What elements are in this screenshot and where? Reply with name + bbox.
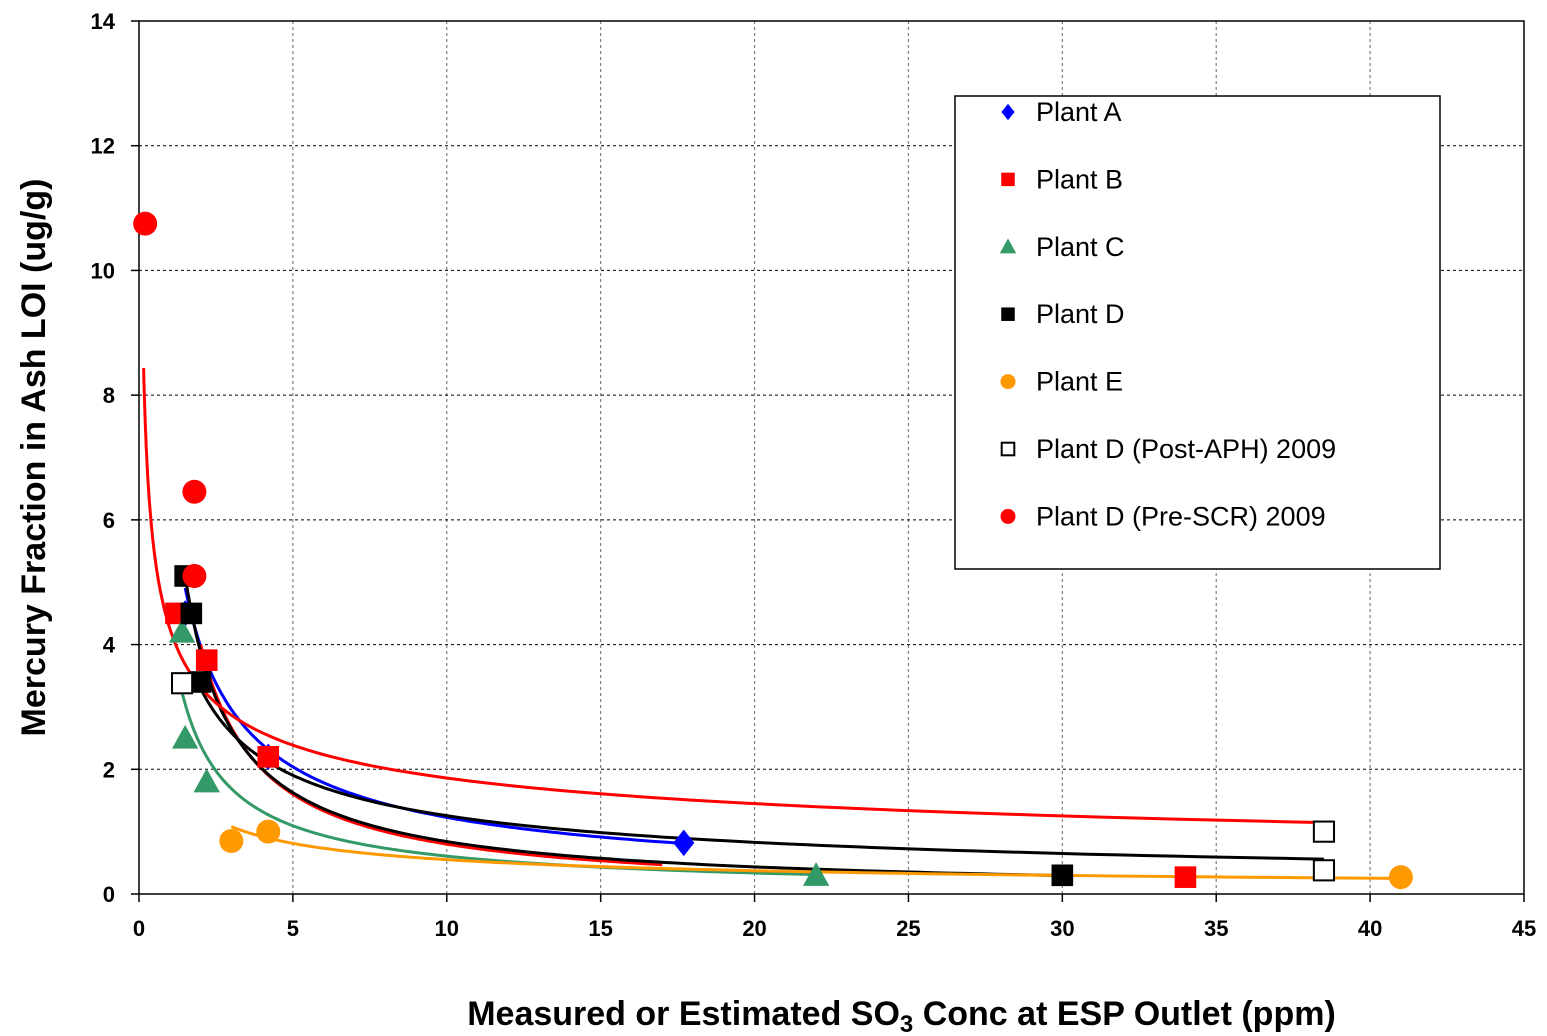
legend-label: Plant E [1036, 367, 1123, 397]
legend-entry: Plant D (Pre-SCR) 2009 [1000, 501, 1326, 531]
legend-marker [1000, 508, 1016, 524]
trend-line [142, 368, 1324, 825]
x-axis-title-part1: Measured or Estimated SO [467, 995, 900, 1033]
legend-label: Plant D (Post-APH) 2009 [1036, 434, 1336, 464]
y-axis-title: Mercury Fraction in Ash LOI (ug/g) [15, 179, 53, 737]
x-tick-label: 40 [1358, 916, 1382, 941]
data-point [171, 672, 194, 695]
y-tick-label: 0 [103, 882, 115, 907]
x-tick-label: 10 [435, 916, 459, 941]
y-tick-label: 4 [103, 633, 116, 658]
legend-label: Plant B [1036, 164, 1123, 194]
data-point [168, 618, 196, 643]
y-tick-label: 6 [103, 508, 115, 533]
data-point [1312, 820, 1336, 843]
legend-label: Plant D [1036, 299, 1125, 329]
trend-line [199, 687, 1324, 861]
x-axis-title: Measured or Estimated SO3 Conc at ESP Ou… [467, 995, 1336, 1036]
data-point [257, 746, 280, 768]
data-point [673, 829, 695, 857]
x-tick-label: 20 [742, 916, 766, 941]
data-point [1388, 865, 1413, 890]
legend-box [954, 95, 1441, 570]
data-point [1312, 859, 1336, 882]
legend-marker [1000, 441, 1016, 457]
y-tick-label: 2 [103, 757, 115, 782]
legend-label: Plant C [1036, 232, 1125, 262]
x-tick-label: 25 [896, 916, 920, 941]
trend-lines [142, 368, 1401, 880]
trend-line [183, 587, 684, 845]
x-axis-title-part2: Conc at ESP Outlet (ppm) [913, 995, 1336, 1033]
data-point [193, 768, 220, 793]
legend-label: Plant A [1036, 97, 1122, 127]
trend-line [183, 575, 1063, 877]
y-tick-label: 14 [91, 9, 116, 34]
y-tick-label: 10 [91, 258, 115, 283]
legend-marker [1001, 307, 1015, 321]
data-point [256, 819, 281, 844]
data-point [182, 479, 207, 504]
y-tick-label: 12 [91, 134, 115, 159]
legend-entry: Plant B [1001, 164, 1123, 194]
legend-marker [1001, 103, 1015, 121]
data-point [182, 563, 207, 588]
legend: Plant A Plant B Plant C Plant D Plant E Plant… [954, 95, 1441, 570]
x-tick-label: 15 [588, 916, 612, 941]
y-tick-label: 8 [103, 383, 115, 408]
x-tick-label: 45 [1512, 916, 1536, 941]
data-point [195, 649, 218, 671]
x-tick-label: 0 [133, 916, 145, 941]
legend-marker [1001, 172, 1015, 187]
x-tick-label: 5 [287, 916, 299, 941]
data-point [171, 724, 199, 749]
legend-label: Plant D (Pre-SCR) 2009 [1036, 501, 1326, 531]
legend-marker [999, 238, 1017, 254]
legend-entry: Plant E [1000, 367, 1123, 397]
legend-entry: Plant C [999, 232, 1125, 262]
legend-marker [1000, 374, 1016, 390]
x-tick-label: 35 [1204, 916, 1228, 941]
data-point [1174, 866, 1197, 888]
legend-entry: Plant D (Post-APH) 2009 [1000, 434, 1336, 464]
plot-area-frame [138, 20, 1525, 895]
data-markers [133, 211, 1413, 890]
legend-entry: Plant A [1001, 97, 1122, 127]
axis-ticks: 0 5 10 15 20 25 30 35 40 45 0 2 4 6 8 10 12 14 [91, 9, 1537, 941]
data-point [189, 671, 212, 693]
data-point [219, 828, 244, 853]
data-point [180, 602, 203, 625]
x-tick-label: 30 [1050, 916, 1074, 941]
legend-entry: Plant D [1001, 299, 1125, 329]
data-point [1051, 864, 1074, 887]
trend-line [230, 825, 1401, 880]
data-point [802, 862, 830, 886]
x-axis-title-subscript: 3 [900, 1011, 913, 1036]
data-point [133, 211, 158, 236]
